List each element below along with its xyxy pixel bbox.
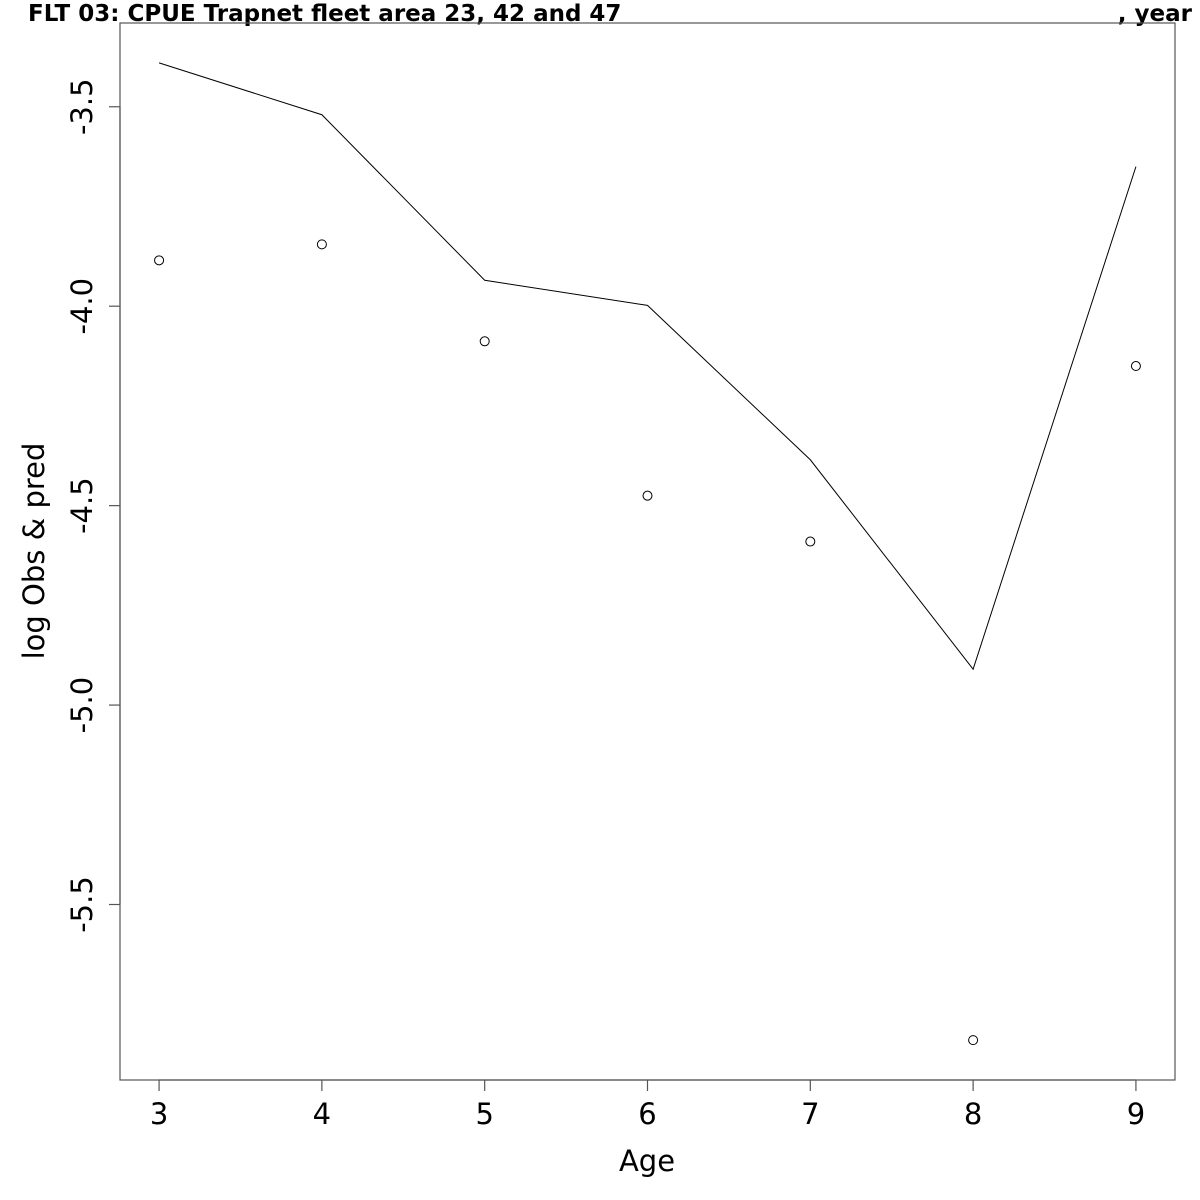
y-tick-label: -4.0 (65, 278, 99, 335)
observed-point (805, 536, 816, 547)
y-tick-label: -5.0 (65, 677, 99, 734)
x-tick-label: 7 (801, 1097, 819, 1131)
observed-point (154, 255, 165, 266)
y-tick-label: -3.5 (65, 78, 99, 135)
x-tick-label: 6 (638, 1097, 656, 1131)
x-axis-label: Age (619, 1144, 675, 1178)
observed-point (479, 336, 490, 347)
x-tick-label: 8 (964, 1097, 982, 1131)
plot-frame (119, 22, 1176, 1081)
observed-point (968, 1035, 979, 1046)
y-tick-label: -5.5 (65, 876, 99, 933)
x-tick-label: 9 (1127, 1097, 1145, 1131)
observed-point (1130, 361, 1141, 372)
x-axis: 3 4 5 6 7 8 9 (150, 1079, 1145, 1131)
series-layer (154, 62, 1141, 1046)
x-tick-label: 3 (150, 1097, 168, 1131)
y-axis: -3.5 -4.0 -4.5 -5.0 -5.5 (65, 78, 121, 933)
y-tick-label: -4.5 (65, 477, 99, 534)
predicted-line (158, 62, 1137, 671)
observed-point (642, 490, 653, 501)
observed-point (316, 239, 327, 250)
y-axis-label: log Obs & pred (17, 443, 51, 660)
x-tick-label: 4 (313, 1097, 331, 1131)
x-tick-label: 5 (475, 1097, 493, 1131)
